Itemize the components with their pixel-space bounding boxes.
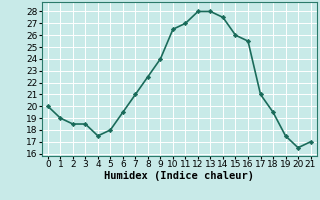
- X-axis label: Humidex (Indice chaleur): Humidex (Indice chaleur): [104, 171, 254, 181]
